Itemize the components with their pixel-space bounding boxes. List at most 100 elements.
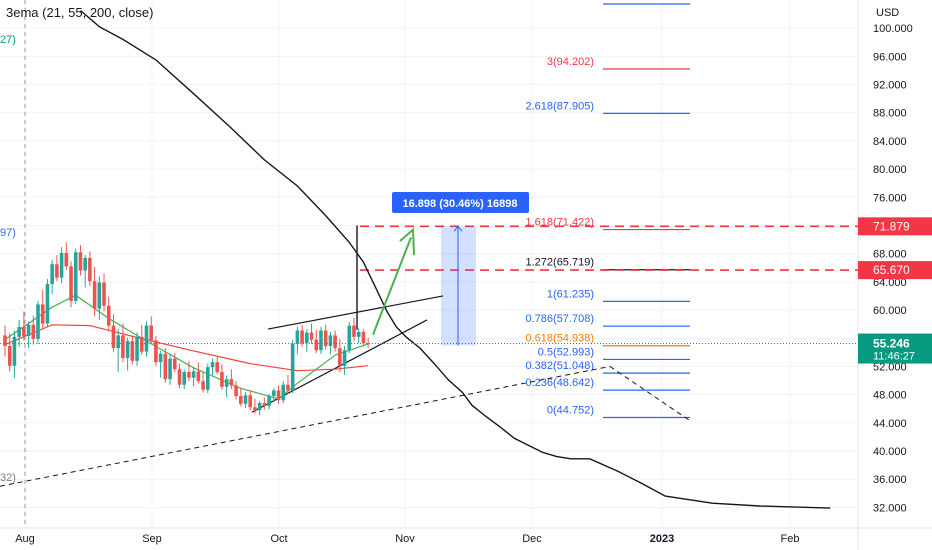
candle (144, 321, 149, 357)
fib-level-label: 0.786(57.708) (526, 313, 595, 325)
candle (300, 324, 304, 347)
candle (356, 328, 361, 344)
fib-level-label: 2.618(87.905) (526, 100, 595, 112)
candle (361, 329, 366, 347)
candle (111, 314, 116, 352)
candle-body (111, 325, 116, 349)
candle (64, 242, 69, 270)
candle (73, 248, 78, 304)
candle (116, 329, 120, 373)
candle (257, 400, 262, 416)
candle-body (243, 395, 248, 404)
long-trendline-projection (609, 366, 691, 422)
candle (366, 337, 370, 349)
candle (196, 362, 201, 384)
candle-body (40, 304, 45, 324)
candle-body (224, 379, 229, 387)
candle-body (73, 252, 78, 301)
candle-body (144, 325, 149, 352)
candle (276, 385, 281, 404)
candle (262, 397, 267, 410)
candle-body (168, 358, 172, 380)
candle (130, 335, 135, 365)
candle-body (187, 372, 191, 378)
candle-body (257, 403, 262, 411)
candle-body (59, 252, 64, 278)
candle (40, 289, 45, 329)
candle-body (210, 362, 215, 368)
candle-body (7, 345, 12, 366)
candle-body (272, 390, 276, 397)
candle (201, 372, 205, 393)
candle-body (248, 395, 253, 408)
candle (135, 332, 139, 366)
y-tick-label: 52.000 (873, 361, 907, 373)
wedge-upper-line (267, 295, 444, 330)
candle-body (172, 358, 177, 370)
candle (309, 323, 314, 344)
x-tick-label: 2023 (650, 533, 674, 545)
indicator-label[interactable]: 3ema (21, 55, 200, close) (6, 5, 154, 20)
candle (59, 247, 64, 284)
projection-arrowhead (399, 227, 415, 256)
candle (7, 333, 12, 372)
y-tick-label: 96.000 (873, 51, 907, 63)
candle (234, 381, 238, 400)
candle-body (31, 324, 36, 339)
candle (50, 260, 54, 294)
candle-body (281, 384, 286, 401)
candle-body (253, 407, 257, 411)
candle (314, 329, 319, 354)
candle (97, 276, 102, 320)
candle (319, 326, 323, 354)
y-tick-label: 64.000 (873, 277, 907, 289)
candle (229, 369, 234, 389)
candle-body (229, 379, 234, 386)
candle (158, 350, 163, 378)
candle (172, 353, 177, 373)
candle (106, 296, 111, 330)
candle (92, 267, 97, 317)
candle-body (45, 283, 50, 324)
candle-body (323, 330, 328, 346)
candle (78, 245, 83, 276)
candle-body (347, 325, 352, 351)
candle-body (342, 350, 347, 366)
candle (205, 363, 210, 394)
current-price-value: 55.246 (873, 337, 910, 351)
currency-label: USD (876, 7, 899, 19)
candle-body (205, 367, 210, 390)
candle (342, 345, 347, 375)
candle-body (88, 257, 92, 282)
candle-body (102, 282, 106, 306)
y-tick-label: 48.000 (873, 390, 907, 402)
candle (36, 300, 40, 344)
price-tag (858, 261, 932, 280)
candle (281, 381, 286, 404)
x-tick-label: Dec (522, 533, 542, 545)
candle-body (125, 341, 130, 358)
candle (323, 324, 328, 350)
candle-body (116, 335, 120, 349)
candle-body (338, 348, 342, 366)
candle-body (3, 335, 7, 346)
candle (55, 255, 59, 282)
fib-level-label: 0.5(52.993) (538, 346, 594, 358)
candle-body (239, 396, 243, 404)
candle-body (69, 266, 73, 301)
candle-body (22, 326, 26, 337)
candle-body (130, 341, 135, 361)
candle-body (78, 252, 83, 271)
long-trendline (0, 365, 611, 487)
candle-body (158, 353, 163, 363)
price-tag-label: 65.670 (873, 263, 910, 277)
candle (352, 317, 356, 342)
fib-level-label: 1.272(65.719) (526, 257, 595, 269)
candle-body (328, 335, 333, 346)
candle-body (234, 385, 238, 397)
candle (210, 358, 215, 375)
candle-body (267, 396, 271, 406)
candle (102, 273, 106, 312)
candle (305, 329, 309, 352)
